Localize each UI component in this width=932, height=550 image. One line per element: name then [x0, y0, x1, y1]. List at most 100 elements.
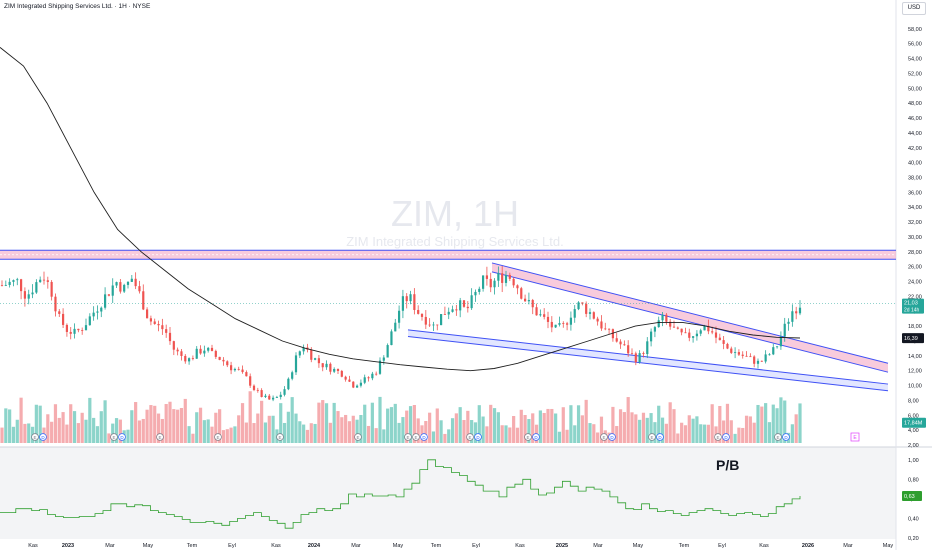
volume-bar[interactable] [370, 402, 374, 443]
volume-bar[interactable] [397, 422, 401, 443]
volume-bar[interactable] [473, 422, 478, 443]
candle-body[interactable] [508, 274, 511, 279]
candle-body[interactable] [523, 298, 527, 302]
candle-body[interactable] [149, 318, 153, 322]
candle-body[interactable] [447, 311, 450, 315]
volume-bar[interactable] [38, 405, 42, 443]
volume-bar[interactable] [141, 418, 145, 443]
candle-body[interactable] [187, 358, 191, 362]
volume-bar[interactable] [668, 402, 672, 443]
candle-body[interactable] [397, 310, 401, 323]
volume-bar[interactable] [416, 418, 420, 443]
volume-bar[interactable] [519, 409, 523, 443]
dividend-marker-icon[interactable] [782, 433, 790, 441]
volume-bar[interactable] [328, 422, 332, 443]
candle-body[interactable] [84, 325, 88, 331]
candle-body[interactable] [35, 282, 38, 293]
candle-body[interactable] [772, 347, 775, 355]
candle-body[interactable] [581, 302, 584, 304]
candle-body[interactable] [569, 317, 573, 325]
candle-body[interactable] [607, 328, 611, 330]
volume-bar[interactable] [779, 397, 783, 443]
candle-body[interactable] [249, 376, 252, 386]
candle-body[interactable] [184, 355, 187, 362]
volume-bar[interactable] [214, 412, 218, 443]
candle-body[interactable] [134, 278, 137, 287]
candle-body[interactable] [12, 280, 15, 282]
candle-body[interactable] [69, 331, 72, 334]
candle-body[interactable] [653, 327, 657, 332]
volume-bar[interactable] [229, 427, 233, 443]
volume-bar[interactable] [496, 412, 500, 443]
volume-bar[interactable] [195, 412, 199, 443]
volume-bar[interactable] [771, 404, 775, 443]
volume-bar[interactable] [4, 408, 8, 443]
candle-body[interactable] [50, 281, 53, 297]
candle-body[interactable] [207, 347, 210, 351]
candle-body[interactable] [294, 355, 298, 373]
volume-bar[interactable] [233, 426, 237, 443]
volume-bar[interactable] [363, 404, 367, 443]
candle-body[interactable] [520, 288, 523, 299]
volume-bar[interactable] [386, 408, 390, 443]
candle-body[interactable] [573, 309, 576, 318]
candle-body[interactable] [107, 294, 111, 296]
candle-body[interactable] [630, 353, 634, 355]
volume-bar[interactable] [687, 415, 691, 443]
candle-body[interactable] [768, 354, 771, 356]
candle-body[interactable] [695, 333, 699, 337]
volume-bar[interactable] [153, 405, 157, 443]
candle-body[interactable] [726, 343, 729, 349]
candle-body[interactable] [287, 378, 290, 390]
candle-body[interactable] [699, 330, 702, 334]
candle-body[interactable] [130, 278, 133, 282]
candle-body[interactable] [459, 300, 462, 311]
volume-bar[interactable] [88, 397, 92, 443]
volume-bar[interactable] [580, 415, 584, 443]
candle-body[interactable] [512, 278, 515, 286]
volume-bar[interactable] [756, 404, 760, 443]
volume-bar[interactable] [489, 404, 493, 443]
candle-body[interactable] [39, 279, 42, 283]
volume-bar[interactable] [393, 403, 397, 443]
candle-body[interactable] [19, 279, 23, 292]
candle-body[interactable] [489, 278, 492, 288]
candle-body[interactable] [233, 368, 237, 371]
candle-body[interactable] [531, 300, 534, 308]
volume-bar[interactable] [72, 411, 77, 443]
candle-body[interactable] [172, 341, 175, 350]
volume-bar[interactable] [477, 405, 481, 443]
candle-body[interactable] [779, 336, 783, 347]
volume-bar[interactable] [660, 417, 665, 443]
volume-bar[interactable] [664, 423, 668, 443]
volume-bar[interactable] [137, 420, 142, 443]
volume-bar[interactable] [198, 407, 203, 443]
volume-bar[interactable] [550, 408, 554, 443]
volume-bar[interactable] [596, 432, 600, 443]
candle-body[interactable] [382, 357, 385, 361]
pb-value-badge[interactable] [902, 490, 922, 501]
candle-body[interactable] [4, 284, 7, 286]
volume-bar[interactable] [481, 416, 485, 443]
candle-body[interactable] [730, 348, 733, 353]
volume-bar[interactable] [569, 405, 573, 443]
volume-bar[interactable] [298, 421, 302, 443]
volume-bar[interactable] [347, 421, 352, 443]
candle-body[interactable] [550, 321, 553, 328]
candle-body[interactable] [554, 324, 557, 328]
candle-body[interactable] [394, 322, 397, 332]
candle-body[interactable] [100, 307, 103, 312]
volume-bar[interactable] [210, 426, 214, 443]
candle-body[interactable] [321, 363, 324, 368]
volume-bar[interactable] [107, 433, 111, 443]
volume-bar[interactable] [576, 405, 581, 443]
volume-bar[interactable] [95, 426, 100, 443]
volume-bar[interactable] [638, 419, 642, 443]
volume-bar[interactable] [691, 418, 695, 443]
volume-bar[interactable] [462, 420, 466, 443]
volume-bar[interactable] [244, 422, 248, 443]
candle-body[interactable] [657, 320, 660, 328]
earnings-marker-icon[interactable] [774, 433, 782, 441]
volume-bar[interactable] [50, 421, 54, 443]
